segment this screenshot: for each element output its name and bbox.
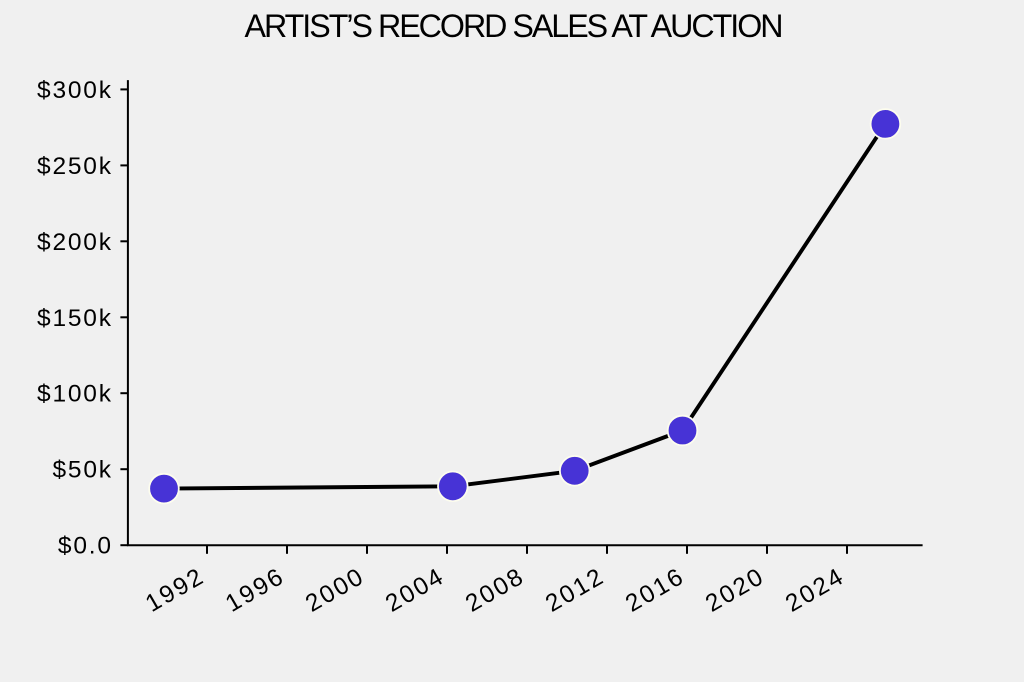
- svg-text:$100k: $100k: [37, 381, 113, 408]
- svg-text:$150k: $150k: [37, 305, 113, 332]
- svg-text:$0.0: $0.0: [58, 533, 113, 560]
- svg-text:$250k: $250k: [37, 153, 113, 180]
- svg-text:$300k: $300k: [37, 77, 113, 104]
- svg-text:ARTIST’S RECORD SALES AT AUCTI: ARTIST’S RECORD SALES AT AUCTION: [245, 8, 782, 44]
- svg-text:$50k: $50k: [52, 457, 112, 484]
- svg-text:$200k: $200k: [37, 229, 113, 256]
